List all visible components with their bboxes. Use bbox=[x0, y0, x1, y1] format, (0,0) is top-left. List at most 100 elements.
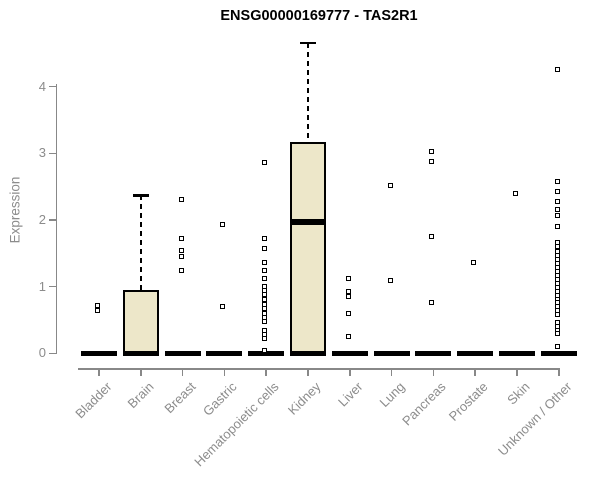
data-point bbox=[262, 318, 268, 324]
x-axis-tick bbox=[432, 368, 435, 376]
x-axis-tick bbox=[516, 368, 518, 376]
data-point bbox=[387, 277, 393, 283]
data-point bbox=[554, 330, 560, 336]
data-point bbox=[345, 288, 351, 294]
whisker-cap bbox=[300, 41, 316, 45]
x-axis-tick bbox=[558, 368, 560, 376]
data-point bbox=[554, 343, 560, 349]
data-point bbox=[554, 66, 560, 72]
data-point bbox=[554, 207, 560, 213]
x-tick-label: Breast bbox=[161, 379, 199, 417]
data-point bbox=[262, 336, 268, 342]
data-point bbox=[554, 198, 560, 204]
median-zero-bar bbox=[122, 350, 159, 357]
y-axis-tick bbox=[49, 285, 56, 288]
x-axis-tick bbox=[474, 368, 476, 376]
y-tick-label: 0 bbox=[38, 345, 46, 361]
y-axis-tick bbox=[49, 152, 56, 155]
median-zero-bar bbox=[164, 350, 201, 357]
data-point bbox=[345, 310, 351, 316]
data-point bbox=[262, 160, 268, 166]
x-axis-tick bbox=[265, 368, 267, 376]
data-point bbox=[554, 188, 560, 194]
data-point bbox=[429, 233, 435, 239]
x-tick-label: Bladder bbox=[72, 379, 115, 422]
data-point bbox=[95, 302, 100, 308]
data-point bbox=[262, 275, 268, 281]
x-tick-label: Gastric bbox=[200, 379, 240, 419]
median-zero-bar bbox=[373, 350, 410, 357]
x-tick-label: Kidney bbox=[284, 379, 324, 418]
data-point bbox=[471, 260, 477, 266]
data-point bbox=[345, 294, 351, 300]
median-zero-bar bbox=[248, 350, 285, 357]
x-axis-tick bbox=[223, 368, 226, 376]
data-point bbox=[262, 347, 268, 353]
data-point bbox=[262, 287, 268, 293]
data-point bbox=[262, 296, 268, 302]
data-point bbox=[95, 308, 100, 314]
y-tick-label: 1 bbox=[38, 278, 46, 294]
data-point bbox=[220, 304, 226, 310]
data-point bbox=[554, 244, 560, 250]
data-point bbox=[220, 221, 226, 227]
median-zero-bar bbox=[81, 350, 117, 357]
y-tick-label: 3 bbox=[38, 145, 46, 161]
data-point bbox=[262, 235, 268, 241]
x-axis bbox=[78, 368, 560, 370]
data-point bbox=[345, 334, 351, 340]
data-point bbox=[178, 267, 184, 273]
x-tick-label: Lung bbox=[376, 379, 408, 411]
y-axis-tick bbox=[49, 219, 56, 221]
data-point bbox=[554, 179, 560, 185]
x-tick-label: Brain bbox=[124, 379, 157, 412]
data-point bbox=[262, 306, 268, 312]
median-line bbox=[290, 219, 326, 225]
data-point bbox=[429, 149, 435, 155]
data-point bbox=[262, 301, 268, 307]
x-axis-tick bbox=[98, 368, 100, 376]
upper-whisker bbox=[307, 43, 309, 142]
x-tick-label: Unknown / Other bbox=[494, 379, 575, 459]
data-point bbox=[554, 311, 560, 317]
box bbox=[290, 141, 326, 354]
x-tick-label: Prostate bbox=[445, 379, 491, 424]
data-point bbox=[429, 300, 435, 306]
data-point bbox=[345, 275, 351, 281]
data-point bbox=[178, 235, 184, 241]
data-point bbox=[262, 267, 268, 273]
box bbox=[122, 290, 159, 354]
y-axis-tick bbox=[49, 352, 56, 355]
data-point bbox=[554, 223, 560, 229]
median-zero-bar bbox=[457, 350, 494, 357]
x-axis-tick bbox=[307, 368, 309, 376]
y-axis bbox=[55, 84, 57, 355]
median-zero-bar bbox=[290, 350, 326, 357]
x-axis-tick bbox=[349, 368, 351, 376]
data-point bbox=[262, 292, 268, 298]
data-point bbox=[178, 254, 184, 260]
y-axis-tick bbox=[49, 85, 56, 88]
data-point bbox=[554, 212, 560, 218]
whisker-cap bbox=[132, 194, 149, 197]
chart-title: ENSG00000169777 - TAS2R1 bbox=[220, 8, 418, 24]
data-point bbox=[429, 159, 435, 165]
data-point bbox=[262, 259, 268, 265]
median-zero-bar bbox=[415, 350, 452, 357]
median-zero-bar bbox=[331, 350, 368, 357]
x-tick-label: Pancreas bbox=[399, 379, 449, 429]
median-zero-bar bbox=[499, 350, 535, 357]
median-zero-bar bbox=[206, 350, 243, 357]
data-point bbox=[262, 245, 268, 251]
data-point bbox=[178, 248, 184, 254]
median-zero-bar bbox=[540, 350, 577, 357]
y-tick-label: 2 bbox=[38, 212, 46, 227]
data-point bbox=[387, 182, 393, 188]
data-point bbox=[513, 191, 518, 197]
upper-whisker bbox=[139, 195, 142, 291]
y-tick-label: 4 bbox=[38, 78, 46, 94]
x-tick-label: Skin bbox=[504, 379, 533, 408]
x-axis-tick bbox=[140, 368, 142, 376]
x-axis-tick bbox=[390, 368, 393, 376]
